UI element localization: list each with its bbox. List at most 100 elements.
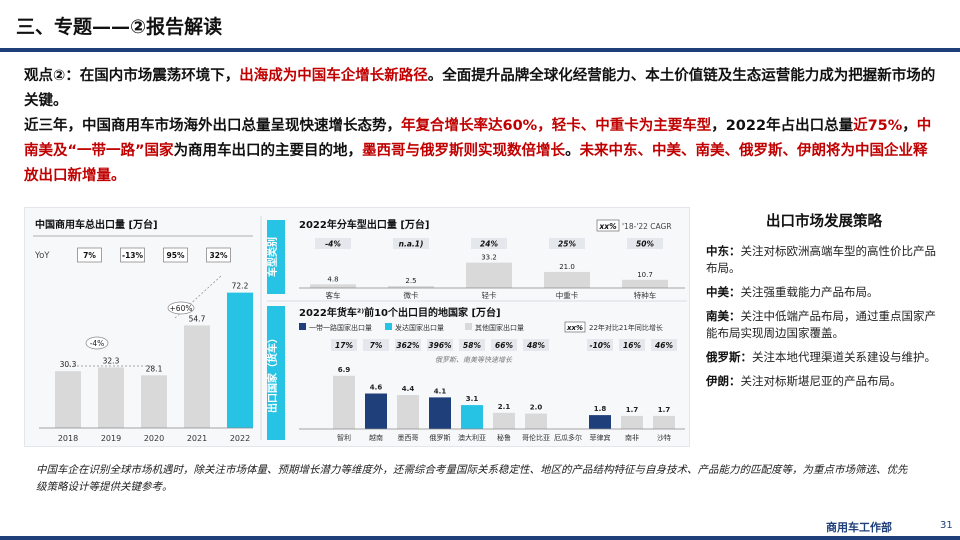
chart3-x-label: 沙特 — [657, 433, 671, 442]
chart2-x-label: 客车 — [326, 290, 341, 300]
chart1-yoy-value: 95% — [167, 251, 185, 260]
strategy-item-middle-east: 中东：关注对标欧洲高端车型的高性价比产品布局。 — [706, 243, 942, 277]
chart3-bar-6 — [525, 413, 547, 429]
chart1-yoy-value: -13% — [122, 251, 144, 260]
chart3-legend-2: 发达国家出口量 — [395, 323, 444, 332]
intro-p2-d: 为商用车出口的主要目的地， — [173, 143, 363, 159]
chart1-yoy-value: 32% — [210, 251, 228, 260]
chart1-bar-2022 — [227, 292, 253, 428]
strategy-item-russia: 俄罗斯：关注本地代理渠道关系建设与维护。 — [706, 349, 942, 366]
chart2-cagr-value: n.a.1) — [399, 240, 424, 249]
chart3-legend: 一带一路国家出口量 发达国家出口量 其他国家出口量 xx% 22年对比21年同比… — [299, 321, 663, 333]
chart1-yoy-row: 7% -13% 95% 32% — [77, 247, 231, 263]
strategy-item-south-america: 南美：关注中低端产品布局，通过重点国家产能布局实现周边国家覆盖。 — [706, 308, 942, 342]
chart3-yoy-value: 7% — [370, 341, 383, 350]
chart3-x-label: 哥伦比亚 — [522, 433, 550, 442]
intro-p1-a: 观点②：在国内市场震荡环境下， — [24, 68, 240, 84]
chart3-value-label: 1.7 — [658, 406, 671, 414]
chart2-cagr-box — [471, 238, 507, 249]
chart1-annotation-2: +60% — [170, 304, 193, 313]
chart3-x-label: 秘鲁 — [497, 433, 511, 442]
intro-p1-b: 。全面提升品牌全球化经营能力、本土价值链及生态运营能力成为把握新市场的关键。 — [24, 68, 936, 109]
chart1-value-label: 28.1 — [146, 364, 163, 373]
chart3-side-label: 出口国家（货车） — [266, 306, 285, 440]
strategy-region: 俄罗斯： — [706, 350, 752, 364]
chart3-x-label: 南非 — [625, 433, 639, 442]
strategy-region: 中东： — [706, 244, 741, 258]
intro-p2-b: ，2022年占出口总量 — [711, 118, 854, 134]
chart3-value-labels: 6.9 4.6 4.4 4.1 3.1 2.1 2.0 1.8 1.7 1.7 — [338, 366, 671, 414]
chart1-bars — [55, 292, 253, 428]
footnote: 中国车企在识别全球市场机遇时，除关注市场体量、预期增长潜力等维度外，还需综合考量… — [36, 464, 908, 493]
chart3-yoy-value: 16% — [623, 341, 641, 350]
strategy-text: 关注对标斯堪尼亚的产品布局。 — [740, 374, 902, 388]
chart2-legend-box: xx% — [598, 222, 617, 231]
chart1-x-labels: 2018 2019 2020 2021 2022 — [58, 434, 250, 443]
chart3-value-label: 2.1 — [498, 403, 511, 411]
header-bar: 三、专题——②报告解读 — [0, 0, 960, 48]
chart3-bar-3 — [429, 397, 451, 429]
chart3-yoy-box — [523, 339, 549, 351]
intro-p2-highlight-3: 中南美及“一带一路”国家 — [24, 118, 932, 159]
strategy-region: 中美： — [706, 285, 741, 299]
chart1-value-label: 32.3 — [103, 356, 120, 365]
chart2-cagr-box — [393, 238, 429, 249]
chart2-value-labels: 4.8 2.5 33.2 21.0 10.7 — [327, 254, 652, 285]
svg-text:车型类别: 车型类别 — [266, 237, 279, 277]
chart1-yoy-value: 7% — [83, 251, 96, 260]
chart2-x-label: 微卡 — [404, 290, 419, 300]
chart3-legend-3: 其他国家出口量 — [475, 323, 524, 332]
chart3-value-label: 1.7 — [626, 406, 639, 414]
chart2-cagr-box — [315, 238, 351, 249]
chart2-cagr-value: 50% — [636, 240, 654, 249]
chart2-cagr-box — [549, 238, 585, 249]
intro-p2-e: 。 — [565, 143, 580, 159]
intro-p1-highlight: 出海成为中国车企增长新路径 — [239, 68, 428, 84]
chart1-x-label: 2020 — [144, 434, 164, 443]
chart2-x-label: 中重卡 — [556, 290, 579, 300]
chart3-bar-2 — [397, 395, 419, 429]
chart2-value-label: 21.0 — [559, 263, 575, 271]
chart1-x-label: 2022 — [230, 434, 250, 443]
chart3-value-label: 4.1 — [434, 387, 447, 395]
chart1-yoy-box — [163, 247, 188, 263]
chart3-value-label: 3.1 — [466, 395, 479, 403]
chart3-yoy-box — [491, 339, 517, 351]
strategy-panel: 出口市场发展策略 中东：关注对标欧洲高端车型的高性价比产品布局。 中美：关注强重… — [706, 210, 942, 397]
strategy-item-central-america: 中美：关注强重载能力产品布局。 — [706, 284, 942, 301]
page-number: 31 — [940, 520, 953, 531]
chart3-legend-1: 一带一路国家出口量 — [309, 323, 372, 332]
chart3-yoy-box — [587, 339, 613, 351]
strategy-region: 伊朗： — [706, 374, 741, 388]
chart1-bar-2020 — [141, 375, 167, 428]
chart3-value-label: 4.6 — [370, 384, 383, 392]
chart1-yoy-label: YoY — [34, 251, 50, 261]
chart3-bar-1 — [365, 393, 387, 429]
chart3-yoy-value: 17% — [335, 341, 353, 350]
chart3-legend-box: xx% — [566, 324, 583, 332]
footer-org: 商用车工作部 — [826, 521, 892, 534]
chart3-value-label: 2.0 — [530, 404, 543, 412]
chart3-yoy-box — [395, 339, 421, 351]
chart2-legend-cagr: '18-'22 CAGR — [622, 222, 672, 231]
chart2-bar-2 — [466, 262, 512, 288]
chart3-x-label: 厄瓜多尔 — [554, 433, 582, 442]
strategy-text: 关注强重载能力产品布局。 — [740, 285, 879, 299]
chart3-note: 俄罗斯、南美等快速增长 — [435, 356, 513, 364]
chart2-bar-4 — [622, 279, 668, 288]
chart3-yoy-box — [651, 339, 677, 351]
intro-text: 观点②：在国内市场震荡环境下，出海成为中国车企增长新路径。全面提升品牌全球化经营… — [24, 64, 940, 189]
chart2-value-label: 10.7 — [637, 271, 653, 279]
footer-rule — [0, 536, 960, 540]
chart2-bar-0 — [310, 284, 356, 288]
chart2-bar-1 — [388, 286, 434, 288]
svg-text:出口国家（货车）: 出口国家（货车） — [266, 333, 279, 413]
chart3-yoy-value: 46% — [655, 341, 673, 350]
page-title: 三、专题——②报告解读 — [16, 16, 223, 38]
chart2-value-label: 4.8 — [327, 275, 338, 283]
chart2-cagr-value: 25% — [558, 240, 576, 249]
chart3-yoy-box — [363, 339, 389, 351]
chart3-yoy-value: 58% — [463, 341, 481, 350]
header-divider — [0, 48, 960, 52]
chart3-value-label: 4.4 — [402, 385, 415, 393]
